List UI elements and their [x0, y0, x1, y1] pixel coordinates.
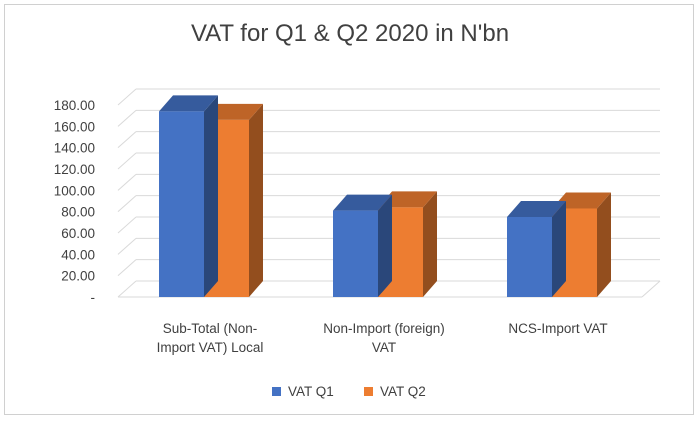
gridline-slant: [117, 88, 137, 106]
legend-label: VAT Q2: [380, 383, 426, 399]
category-label: VAT: [372, 340, 396, 355]
bar-vat-q1: [333, 210, 378, 297]
bar-side-vat-q2: [597, 192, 611, 297]
y-tick-label: 140.00: [54, 141, 95, 156]
bar-side-vat-q2: [249, 103, 263, 297]
gridline-slant: [117, 131, 137, 149]
legend-label: VAT Q1: [288, 383, 334, 399]
legend-item: VAT Q2: [364, 381, 426, 401]
legend-item: VAT Q1: [272, 381, 334, 401]
bar-top-vat-q2: [204, 103, 263, 120]
bars: [159, 95, 611, 298]
y-axis-ticks: - 20.00 40.00 60.00 80.00 100.00 120.00 140.00 1…: [54, 98, 95, 305]
y-tick-label: 80.00: [61, 205, 95, 220]
chart-title: VAT for Q1 & Q2 2020 in N'bn: [190, 20, 510, 47]
category-label: Import VAT) Local: [157, 340, 264, 355]
y-tick-label: 20.00: [61, 269, 95, 284]
gridline-slant: [117, 237, 137, 255]
chart-legend: VAT Q1 VAT Q2: [0, 381, 700, 401]
bar-top-vat-q2: [552, 192, 611, 209]
bar-top-vat-q1: [333, 194, 392, 211]
legend-swatch: [364, 386, 373, 396]
gridline-slant: [117, 216, 137, 234]
y-tick-label: 180.00: [54, 98, 95, 113]
category-labels: Sub-Total (Non- Import VAT) Local Non-Impo…: [157, 321, 608, 355]
bar-top-vat-q1: [507, 201, 566, 217]
gridline-slant: [117, 195, 137, 213]
y-tick-label: -: [91, 290, 96, 305]
bar-vat-q1: [159, 111, 204, 298]
gridline-slant: [117, 280, 137, 298]
bar-side-vat-q2: [423, 191, 437, 297]
y-tick-label: 40.00: [61, 247, 95, 262]
legend-swatch: [272, 386, 281, 396]
category-label: Non-Import (foreign): [323, 321, 445, 336]
y-tick-label: 160.00: [54, 119, 95, 134]
category-label: Sub-Total (Non-: [163, 321, 258, 336]
y-tick-label: 60.00: [61, 226, 95, 241]
gridline-slant: [117, 173, 137, 191]
gridline-slant: [117, 109, 137, 127]
gridline-slant: [117, 259, 137, 277]
bar-top-vat-q1: [159, 95, 218, 112]
bar-top-vat-q2: [378, 191, 437, 208]
bar-side-vat-q1: [552, 201, 566, 297]
y-tick-label: 120.00: [54, 162, 95, 177]
bar-vat-q1: [507, 217, 552, 297]
y-tick-label: 100.00: [54, 183, 95, 198]
category-label: NCS-Import VAT: [508, 321, 607, 336]
floor-edge-slant: [641, 280, 661, 298]
bar-side-vat-q1: [204, 95, 218, 298]
bar-side-vat-q1: [378, 194, 392, 297]
gridline-slant: [117, 152, 137, 170]
